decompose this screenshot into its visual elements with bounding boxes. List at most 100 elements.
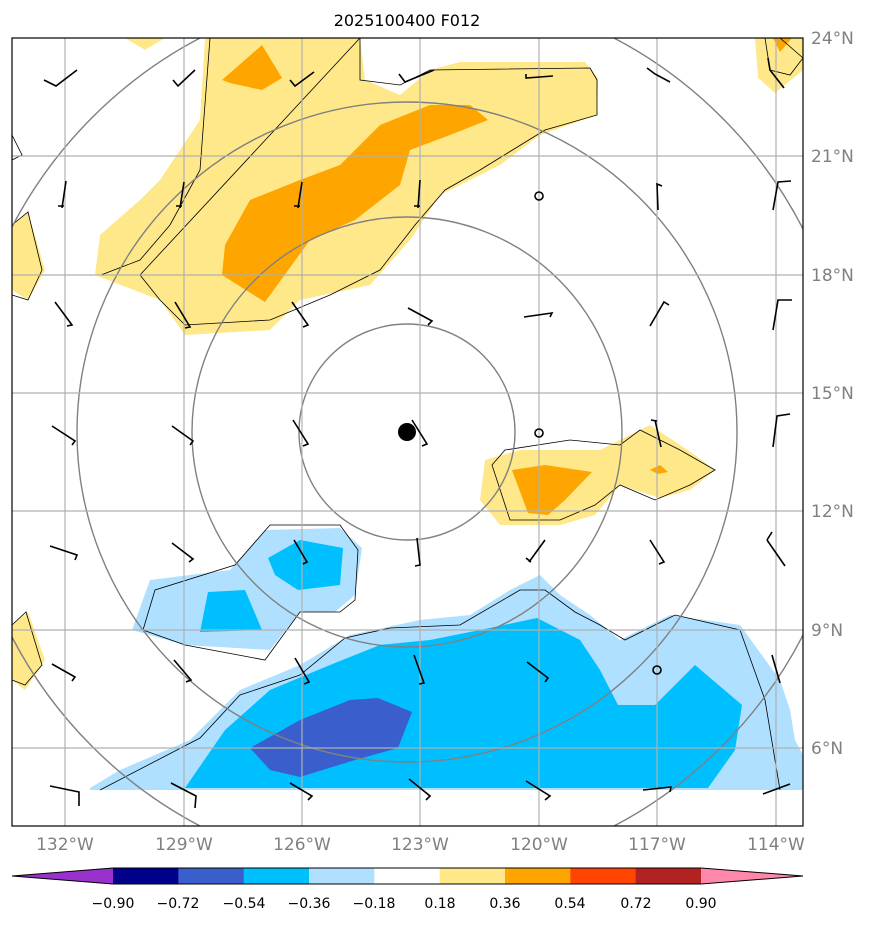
- x-tick-label: 123°W: [391, 835, 449, 855]
- wind-barb: [51, 425, 77, 446]
- colorbar-tick-label: 0.72: [620, 896, 651, 912]
- contour-blue-west-1: [268, 540, 343, 590]
- calm-wind-marker: [652, 665, 662, 675]
- wind-barb: [523, 311, 554, 318]
- contour-blue-west-2: [200, 590, 262, 632]
- wind-barb: [771, 654, 781, 684]
- contour-orange-top: [222, 45, 282, 90]
- wind-barb: [642, 786, 672, 793]
- wind-barb: [762, 783, 791, 795]
- wind-barb: [772, 180, 792, 211]
- wind-barb: [649, 300, 670, 327]
- x-axis: 132°W 129°W 126°W 123°W 120°W 117°W 114°…: [36, 835, 805, 855]
- contour-orange-east: [512, 465, 592, 515]
- contour-yellow-top-notch: [125, 38, 165, 50]
- colorbar-extend-low: [12, 868, 113, 884]
- colorbar-tick-label: −0.90: [92, 896, 135, 912]
- wind-barbs: [43, 57, 792, 809]
- wind-barb: [289, 71, 315, 88]
- colorbar-tick-label: −0.36: [288, 896, 331, 912]
- colorbar-tick-label: −0.54: [223, 896, 266, 912]
- wind-barb: [51, 663, 77, 682]
- colorbar-outline: [11, 867, 804, 885]
- wind-barb: [171, 542, 195, 563]
- colorbar-segment: [439, 868, 506, 884]
- wind-barb: [413, 654, 426, 685]
- wind-barb: [772, 299, 792, 331]
- y-tick-label: 6°N: [811, 739, 843, 759]
- outline-west-edge: [12, 211, 43, 301]
- wind-barb: [525, 539, 546, 563]
- x-tick-label: 126°W: [273, 835, 331, 855]
- wind-barb: [414, 537, 421, 567]
- x-tick-label: 114°W: [747, 835, 805, 855]
- y-tick-label: 21°N: [811, 147, 854, 167]
- wind-barb: [407, 307, 434, 326]
- wind-barb: [54, 301, 74, 327]
- wind-barb: [414, 179, 421, 209]
- colorbar-extend-high: [701, 868, 803, 884]
- x-tick-label: 117°W: [628, 835, 686, 855]
- wind-barb: [174, 301, 192, 329]
- y-tick-label: 9°N: [811, 621, 843, 641]
- wind-barb: [58, 180, 67, 209]
- contour-yellow-west-edge: [12, 212, 45, 300]
- wind-barb: [398, 69, 435, 83]
- wind-barb: [526, 661, 550, 683]
- contour-orange-small: [650, 465, 668, 474]
- colorbar-segment: [178, 868, 245, 884]
- outline-south: [99, 589, 781, 791]
- outline-sw-edge: [12, 611, 43, 686]
- colorbar-segment: [309, 868, 375, 884]
- colorbar-tick-label: −0.72: [157, 896, 200, 912]
- wind-barb: [172, 69, 196, 88]
- colorbar-segments: [12, 868, 803, 884]
- range-ring-1: [298, 323, 516, 541]
- colorbar-tick-label: 0.90: [685, 896, 716, 912]
- map-frame: [11, 37, 804, 827]
- wind-barb: [49, 545, 79, 561]
- range-ring-2: [191, 216, 623, 648]
- colorbar-segment: [505, 868, 571, 884]
- y-tick-label: 15°N: [811, 384, 854, 404]
- x-tick-label: 132°W: [36, 835, 94, 855]
- colorbar-tick-label: 0.36: [489, 896, 520, 912]
- contour-yellow-southwest-edge: [12, 612, 45, 690]
- wind-barb: [291, 301, 310, 328]
- wind-barb: [170, 782, 197, 809]
- x-tick-label: 120°W: [510, 835, 568, 855]
- contour-royalblue: [250, 698, 412, 777]
- colorbar-tick-label: −0.18: [353, 896, 396, 912]
- wind-barb: [289, 782, 314, 801]
- range-rings: [12, 38, 803, 826]
- wind-barb: [650, 419, 662, 448]
- wind-barb: [525, 74, 554, 79]
- outline-west-rectangle: [142, 524, 359, 661]
- range-ring-3: [76, 101, 738, 763]
- chart-title: 2025100400 F012: [334, 11, 481, 30]
- wind-barb: [173, 659, 193, 683]
- outline-east: [491, 429, 716, 521]
- wind-barb: [767, 57, 785, 89]
- wind-barb: [408, 778, 432, 801]
- contour-outlines: [12, 38, 803, 791]
- wind-barb: [292, 419, 310, 447]
- outline-north: [100, 38, 598, 326]
- wind-barb: [294, 181, 303, 209]
- colorbar-segment: [635, 868, 702, 884]
- wind-barb: [293, 539, 309, 565]
- y-axis: 24°N 21°N 18°N 15°N 12°N 9°N 6°N: [811, 29, 854, 759]
- colorbar-tick-label: 0.18: [424, 896, 455, 912]
- wind-barb: [772, 413, 791, 448]
- wind-barb: [525, 780, 552, 801]
- map-area: [12, 38, 803, 826]
- wind-barb: [411, 419, 429, 447]
- colorbar-labels: −0.90 −0.72 −0.54 −0.36 −0.18 0.18 0.36 …: [92, 896, 717, 912]
- outline-nw-edge: [12, 134, 23, 161]
- wind-barb: [656, 182, 663, 211]
- colorbar-segment: [570, 868, 637, 884]
- colorbar-segment: [374, 868, 441, 884]
- gridlines: [12, 38, 803, 826]
- y-tick-label: 18°N: [811, 266, 854, 286]
